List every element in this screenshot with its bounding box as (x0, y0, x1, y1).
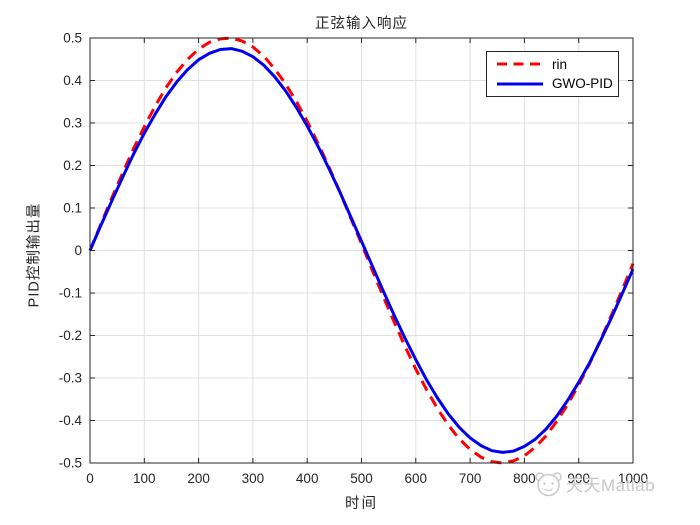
y-tick-label: -0.3 (59, 371, 82, 386)
gwo-pid-solid-line-sample-icon (497, 82, 543, 86)
y-tick-label: -0.4 (59, 413, 83, 428)
y-tick-label: 0.1 (63, 201, 82, 216)
rin-dashed-line-sample-icon (497, 62, 543, 66)
x-tick-label: 400 (296, 471, 319, 486)
x-tick-label: 200 (187, 471, 210, 486)
x-tick-label: 600 (405, 471, 428, 486)
y-tick-label: 0 (74, 243, 82, 258)
x-tick-label: 800 (513, 471, 536, 486)
legend-label-rin: rin (552, 56, 568, 72)
y-tick-label: -0.2 (59, 328, 82, 343)
series-line-gwo-pid (88, 47, 635, 454)
x-tick-label: 900 (567, 471, 590, 486)
legend[interactable]: rin GWO-PID (486, 51, 619, 97)
x-tick-label: 0 (86, 471, 94, 486)
y-tick-label: 0.2 (63, 158, 82, 173)
x-tick-label: 700 (459, 471, 482, 486)
x-tick-label: 500 (350, 471, 373, 486)
y-tick-label: 0.4 (63, 73, 82, 88)
x-tick-label: 100 (133, 471, 156, 486)
legend-entry-gwo-pid: GWO-PID (495, 77, 618, 91)
y-axis-label: PID控制输出量 (26, 202, 43, 308)
y-tick-label: -0.5 (59, 456, 82, 471)
y-tick-label: 0.5 (63, 31, 82, 46)
x-axis-label: 时间 (345, 496, 378, 512)
chart-title: 正弦输入响应 (315, 16, 408, 32)
y-tick-label: -0.1 (59, 286, 82, 301)
legend-label-gwo-pid: GWO-PID (552, 75, 613, 91)
y-tick-label: 0.3 (63, 116, 82, 131)
legend-entry-rin: rin (495, 58, 618, 72)
x-tick-label: 300 (242, 471, 265, 486)
series-line-rin (88, 36, 635, 465)
x-tick-label: 1000 (618, 471, 648, 486)
